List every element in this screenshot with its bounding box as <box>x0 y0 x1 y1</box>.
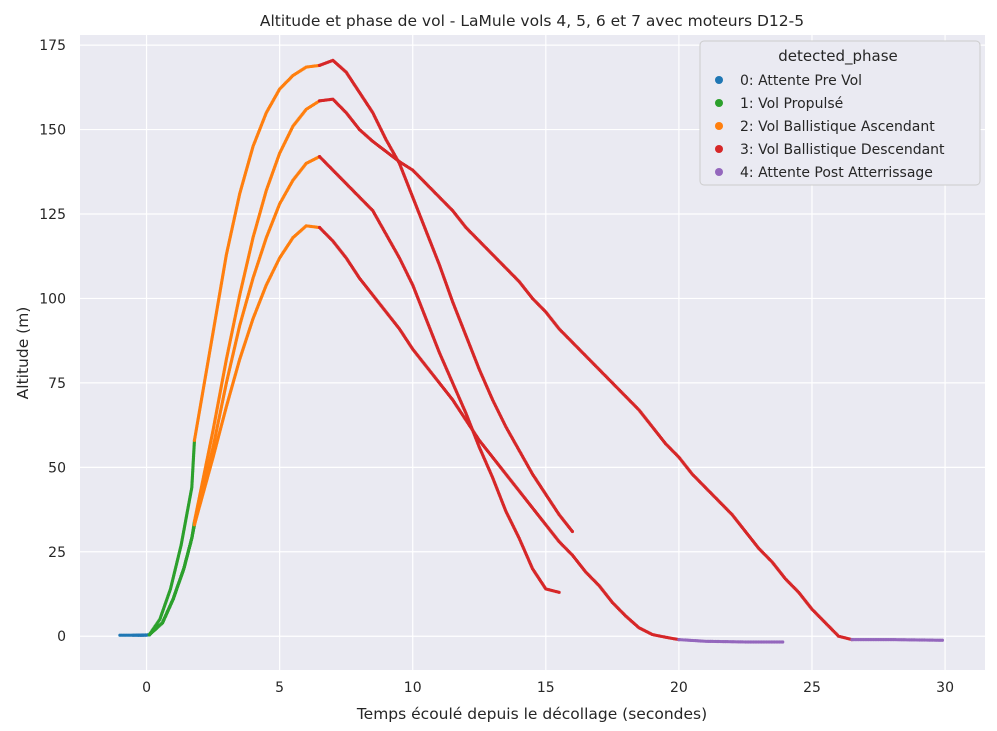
legend-label-phase3: 3: Vol Ballistique Descendant <box>740 142 945 158</box>
x-tick-label: 30 <box>936 680 954 696</box>
y-tick-label: 150 <box>39 123 66 139</box>
x-tick-labels: 0 5 10 15 20 25 30 <box>142 680 954 696</box>
legend-marker-phase2 <box>715 122 723 130</box>
legend-label-phase4: 4: Attente Post Atterrissage <box>740 165 933 181</box>
series-3-phase2 <box>192 154 322 527</box>
series-2-phase4 <box>850 638 945 642</box>
legend-label-phase1: 1: Vol Propulsé <box>740 96 843 112</box>
data-point <box>557 590 561 594</box>
x-axis-label: Temps écoulé depuis le décollage (second… <box>356 705 707 723</box>
y-tick-label: 125 <box>39 207 66 223</box>
series-1-phase1 <box>147 438 197 637</box>
legend-marker-phase3 <box>715 145 723 153</box>
legend-label-phase0: 0: Attente Pre Vol <box>740 73 862 89</box>
flight-series-1 <box>118 58 575 637</box>
data-point <box>940 638 945 642</box>
series-4-phase4 <box>677 638 785 644</box>
legend-label-phase2: 2: Vol Ballistique Ascendant <box>740 119 935 135</box>
series-1-phase2 <box>192 63 322 442</box>
x-tick-label: 10 <box>404 680 422 696</box>
y-tick-label: 25 <box>48 545 66 561</box>
x-tick-label: 25 <box>803 680 821 696</box>
series-2-phase2 <box>192 99 322 523</box>
x-tick-label: 15 <box>537 680 555 696</box>
y-tick-label: 0 <box>57 629 66 645</box>
series-4-phase3 <box>317 225 681 642</box>
series-2-phase3 <box>317 97 854 642</box>
y-tick-labels: 0 25 50 75 100 125 150 175 <box>39 38 66 645</box>
legend-marker-phase1 <box>715 99 723 107</box>
series-4-phase2 <box>192 224 322 527</box>
y-tick-label: 75 <box>48 376 66 392</box>
y-tick-label: 50 <box>48 460 66 476</box>
y-tick-label: 100 <box>39 291 66 307</box>
series-1-phase3 <box>317 58 575 534</box>
y-tick-label: 175 <box>39 38 66 54</box>
x-tick-label: 5 <box>275 680 284 696</box>
x-tick-label: 0 <box>142 680 151 696</box>
data-point <box>781 640 785 644</box>
legend-marker-phase4 <box>715 168 723 176</box>
data-point <box>570 529 575 534</box>
series-layer <box>118 58 945 644</box>
flight-series-4 <box>139 224 785 644</box>
y-axis-label: Altitude (m) <box>14 307 32 400</box>
legend: detected_phase 0: Attente Pre Vol 1: Vol… <box>699 40 981 186</box>
legend-title: detected_phase <box>778 47 898 66</box>
legend-box <box>699 40 981 186</box>
chart-title: Altitude et phase de vol - LaMule vols 4… <box>260 12 804 30</box>
legend-marker-phase0 <box>715 76 723 84</box>
x-tick-label: 20 <box>670 680 688 696</box>
series-4-phase1 <box>147 523 197 637</box>
